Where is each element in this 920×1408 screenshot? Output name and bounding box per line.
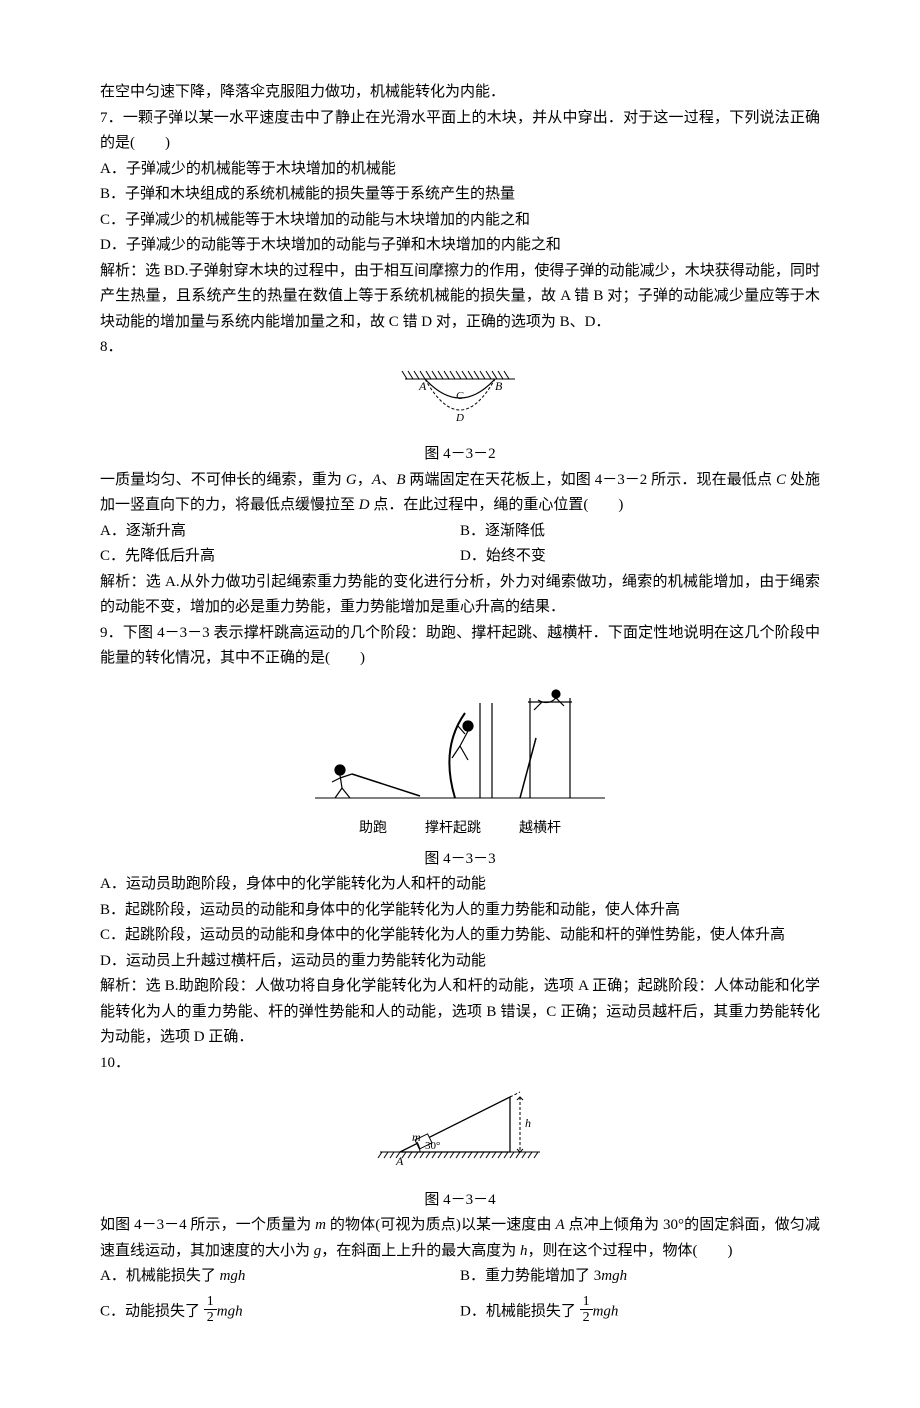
q10-d-pre: D．机械能损失了 — [460, 1303, 580, 1319]
q10-c-frac: 12 — [204, 1294, 217, 1326]
q7-opt-c: C．子弹减少的机械能等于木块增加的动能与木块增加的内能之和 — [100, 208, 820, 234]
q8-label-a: A — [418, 379, 427, 393]
q9-num: 9． — [100, 625, 123, 641]
q9-opt-a: A．运动员助跑阶段，身体中的化学能转化为人和杆的动能 — [100, 872, 820, 898]
q10-stem: 如图 4－3－4 所示，一个质量为 m 的物体(可视为质点)以某一速度由 A 点… — [100, 1213, 820, 1264]
q8-row1: A．逐渐升高 B．逐渐降低 — [100, 519, 820, 545]
q7-opt-b: B．子弹和木块组成的系统机械能的损失量等于系统产生的热量 — [100, 182, 820, 208]
q9-opt-b: B．起跳阶段，运动员的动能和身体中的化学能转化为人的重力势能和动能，使人体升高 — [100, 898, 820, 924]
q8-stem-A: A — [372, 472, 381, 488]
q7-solution: 解析：选 BD.子弹射穿木块的过程中，由于相互间摩擦力的作用，使得子弹的动能减少… — [100, 259, 820, 336]
q10-row1: A．机械能损失了 mgh B．重力势能增加了 3mgh — [100, 1264, 820, 1290]
q8-figure: A B C D — [100, 367, 820, 437]
q10-stem-b: 的物体(可视为质点)以某一速度由 — [326, 1217, 555, 1233]
q10-c-var: mgh — [217, 1303, 243, 1319]
q10-opt-a: A．机械能损失了 mgh — [100, 1264, 460, 1290]
q10-opt-b: B．重力势能增加了 3mgh — [460, 1264, 820, 1290]
q10-label-m: m — [412, 1130, 421, 1144]
q9-stage1: 助跑 — [359, 817, 387, 841]
q8-label-d: D — [455, 412, 464, 424]
q10-d-var: mgh — [593, 1303, 619, 1319]
q10-num: 10． — [100, 1051, 820, 1077]
q9-opt-d: D．运动员上升越过横杆后，运动员的重力势能转化为动能 — [100, 949, 820, 975]
q10-opt-d: D．机械能损失了 12mgh — [460, 1296, 820, 1328]
q9-stem-text: 下图 4－3－3 表示撑杆跳高运动的几个阶段：助跑、撑杆起跳、越横杆．下面定性地… — [100, 625, 820, 667]
q10-label-a: A — [395, 1154, 404, 1168]
q10-stem-A: A — [555, 1217, 564, 1233]
q10-label-h: h — [525, 1116, 531, 1130]
q10-row2: C．动能损失了 12mgh D．机械能损失了 12mgh — [100, 1296, 820, 1328]
q9-fig-caption: 图 4－3－3 — [100, 847, 820, 873]
q8-opt-a: A．逐渐升高 — [100, 519, 460, 545]
q10-stem-d: ，在斜面上上升的最大高度为 — [321, 1243, 520, 1259]
q9-stem: 9．下图 4－3－3 表示撑杆跳高运动的几个阶段：助跑、撑杆起跳、越横杆．下面定… — [100, 621, 820, 672]
q8-stem-c: 、 — [381, 472, 396, 488]
q8-stem: 一质量均匀、不可伸长的绳索，重为 G，A、B 两端固定在天花板上，如图 4－3－… — [100, 468, 820, 519]
q10-figure: m 30° h A — [100, 1082, 820, 1182]
q7-stem: 7．一颗子弹以某一水平速度击中了静止在光滑水平面上的木块，并从中穿出．对于这一过… — [100, 106, 820, 157]
q10-stem-a: 如图 4－3－4 所示，一个质量为 — [100, 1217, 315, 1233]
q8-label-b: B — [495, 379, 503, 393]
q10-stem-m: m — [315, 1217, 326, 1233]
q8-num: 8． — [100, 335, 820, 361]
q8-stem-D: D — [359, 497, 370, 513]
q8-stem-g: G — [346, 472, 357, 488]
q8-opt-b: B．逐渐降低 — [460, 519, 820, 545]
q8-row2: C．先降低后升高 D．始终不变 — [100, 544, 820, 570]
q9-figure: 助跑 撑杆起跳 越横杆 — [100, 678, 820, 841]
q8-stem-d: 两端固定在天花板上，如图 4－3－2 所示．现在最低点 — [406, 472, 776, 488]
q10-fig-caption: 图 4－3－4 — [100, 1188, 820, 1214]
q8-stem-a: 一质量均匀、不可伸长的绳索，重为 — [100, 472, 346, 488]
q10-stem-e: ，则在这个过程中，物体( ) — [528, 1243, 733, 1259]
q9-solution: 解析：选 B.助跑阶段：人做功将自身化学能转化为人和杆的动能，选项 A 正确；起… — [100, 974, 820, 1051]
q10-b-pre: B．重力势能增加了 3 — [460, 1268, 601, 1284]
q9-stage-labels: 助跑 撑杆起跳 越横杆 — [100, 817, 820, 841]
q8-solution: 解析：选 A.从外力做功引起绳索重力势能的变化进行分析，外力对绳索做功，绳索的机… — [100, 570, 820, 621]
q8-stem-f: 点．在此过程中，绳的重心位置( ) — [370, 497, 624, 513]
q8-stem-C: C — [776, 472, 786, 488]
q10-stem-h: h — [520, 1243, 528, 1259]
q7-opt-d: D．子弹减少的动能等于木块增加的动能与子弹和木块增加的内能之和 — [100, 233, 820, 259]
q8-opt-d: D．始终不变 — [460, 544, 820, 570]
q8-stem-B: B — [396, 472, 405, 488]
q7-stem-text: 一颗子弹以某一水平速度击中了静止在光滑水平面上的木块，并从中穿出．对于这一过程，… — [100, 110, 820, 152]
q10-a-var: mgh — [220, 1268, 246, 1284]
q8-stem-b: ， — [357, 472, 372, 488]
q8-fig-caption: 图 4－3－2 — [100, 442, 820, 468]
q9-stage2: 撑杆起跳 — [425, 817, 481, 841]
q10-opt-c: C．动能损失了 12mgh — [100, 1296, 460, 1328]
q10-a-pre: A．机械能损失了 — [100, 1268, 220, 1284]
q10-b-var: mgh — [601, 1268, 627, 1284]
q6-tail: 在空中匀速下降，降落伞克服阻力做功，机械能转化为内能． — [100, 80, 820, 106]
q10-label-angle: 30° — [425, 1140, 440, 1152]
q10-d-frac: 12 — [580, 1294, 593, 1326]
q9-stage3: 越横杆 — [519, 817, 561, 841]
q10-c-pre: C．动能损失了 — [100, 1303, 204, 1319]
q9-opt-c: C．起跳阶段，运动员的动能和身体中的化学能转化为人的重力势能、动能和杆的弹性势能… — [100, 923, 820, 949]
q8-label-c: C — [456, 390, 464, 402]
q7-opt-a: A．子弹减少的机械能等于木块增加的机械能 — [100, 157, 820, 183]
q7-num: 7． — [100, 110, 123, 126]
q8-opt-c: C．先降低后升高 — [100, 544, 460, 570]
